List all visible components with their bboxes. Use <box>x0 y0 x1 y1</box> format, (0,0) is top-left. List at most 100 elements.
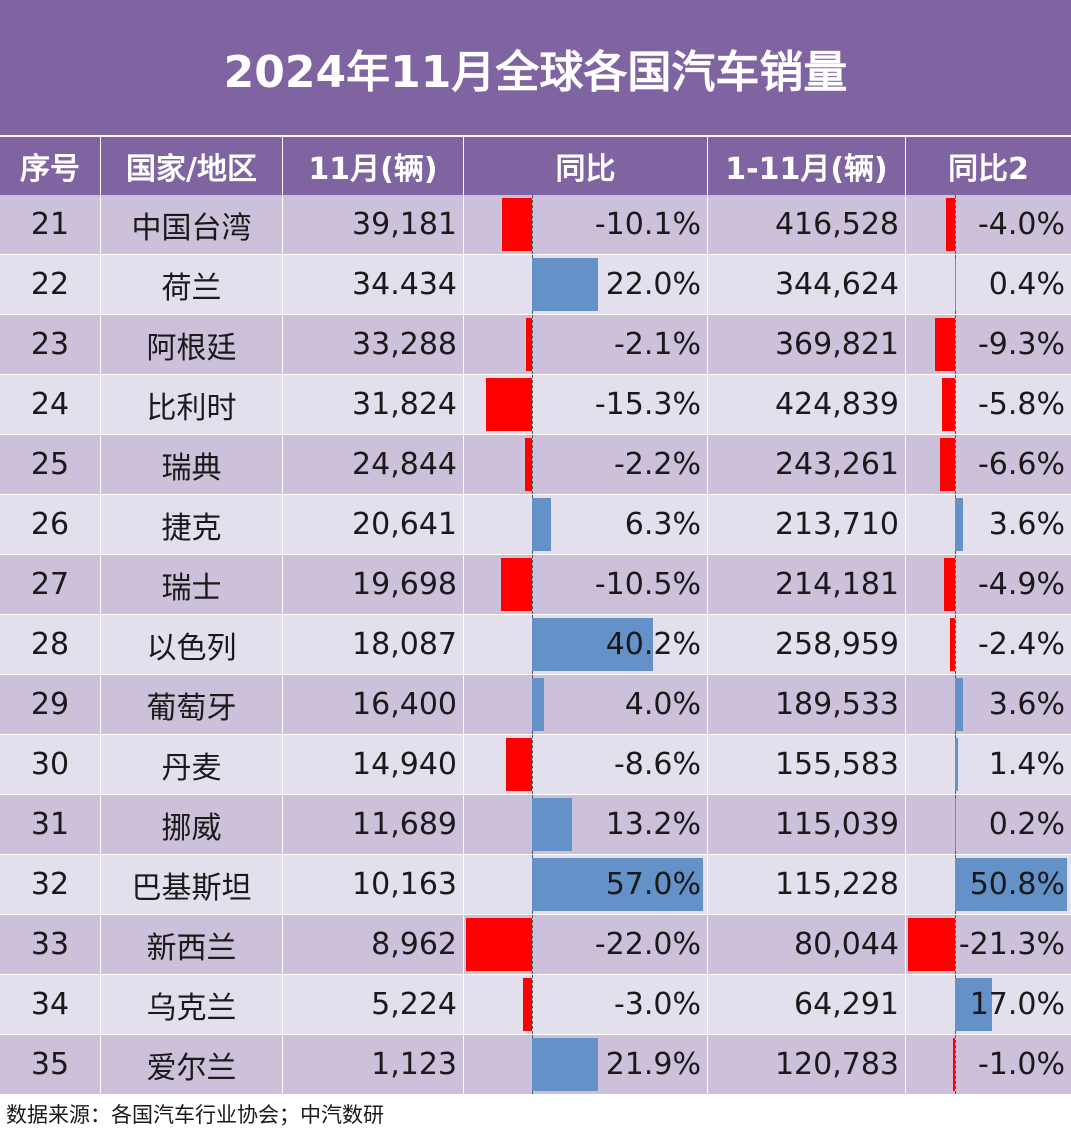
negative-growth-bar <box>949 618 955 671</box>
zero-axis-line <box>955 315 956 374</box>
yoy-change-label: 13.2% <box>605 807 701 842</box>
table-row: 35 爱尔兰 1,123 21.9% 120,783 -1.0% <box>0 1035 1071 1095</box>
zero-axis-line <box>532 975 533 1034</box>
yoy-change: 6.3% <box>464 495 708 554</box>
ytd-yoy-change: 3.6% <box>906 675 1071 734</box>
ytd-sales: 344,624 <box>708 255 906 314</box>
positive-growth-bar <box>532 798 572 851</box>
negative-growth-bar <box>466 918 532 971</box>
negative-growth-bar <box>486 378 532 431</box>
header-num: 序号 <box>0 137 101 195</box>
row-number: 22 <box>0 255 101 314</box>
negative-growth-bar <box>942 378 955 431</box>
country-name: 乌克兰 <box>101 975 283 1034</box>
country-name: 阿根廷 <box>101 315 283 374</box>
yoy-change: 13.2% <box>464 795 708 854</box>
zero-axis-line <box>532 315 533 374</box>
yoy-change: 21.9% <box>464 1035 708 1094</box>
ytd-yoy-change-label: -2.4% <box>977 627 1065 662</box>
positive-growth-bar <box>532 258 598 311</box>
country-name: 瑞士 <box>101 555 283 614</box>
november-sales: 19,698 <box>283 555 464 614</box>
zero-axis-line <box>955 1035 956 1094</box>
yoy-change-label: 22.0% <box>605 267 701 302</box>
positive-growth-bar <box>532 498 551 551</box>
november-sales: 20,641 <box>283 495 464 554</box>
ytd-sales: 243,261 <box>708 435 906 494</box>
source-note: 数据来源：各国汽车行业协会；中汽数研 <box>6 1103 384 1127</box>
zero-axis-line <box>532 435 533 494</box>
zero-axis-line <box>955 915 956 974</box>
row-number: 25 <box>0 435 101 494</box>
positive-growth-bar <box>955 858 1067 911</box>
ytd-sales: 155,583 <box>708 735 906 794</box>
country-name: 葡萄牙 <box>101 675 283 734</box>
ytd-yoy-change: 1.4% <box>906 735 1071 794</box>
november-sales: 34.434 <box>283 255 464 314</box>
yoy-change-label: -2.2% <box>613 447 701 482</box>
negative-growth-bar <box>525 318 532 371</box>
zero-axis-line <box>532 915 533 974</box>
ytd-yoy-change-label: -21.3% <box>958 927 1065 962</box>
negative-growth-bar <box>946 198 955 251</box>
ytd-yoy-change-label: -4.0% <box>977 207 1065 242</box>
row-number: 24 <box>0 375 101 434</box>
country-name: 挪威 <box>101 795 283 854</box>
ytd-yoy-change-label: 1.4% <box>988 747 1065 782</box>
november-sales: 1,123 <box>283 1035 464 1094</box>
table-header: 序号 国家/地区 11月(辆) 同比 1-11月(辆) 同比2 <box>0 137 1071 195</box>
yoy-change-label: 57.0% <box>605 867 701 902</box>
negative-growth-bar <box>908 918 955 971</box>
yoy-change: -3.0% <box>464 975 708 1034</box>
zero-axis-line <box>532 375 533 434</box>
table-row: 32 巴基斯坦 10,163 57.0% 115,228 50.8% <box>0 855 1071 915</box>
zero-axis-line <box>955 555 956 614</box>
ytd-yoy-change-label: 0.2% <box>988 807 1065 842</box>
header-country: 国家/地区 <box>101 137 283 195</box>
ytd-yoy-change-label: -1.0% <box>977 1047 1065 1082</box>
page-title: 2024年11月全球各国汽车销量 <box>0 0 1071 137</box>
positive-growth-bar <box>532 1038 598 1091</box>
table-row: 29 葡萄牙 16,400 4.0% 189,533 3.6% <box>0 675 1071 735</box>
ytd-yoy-change: -2.4% <box>906 615 1071 674</box>
zero-axis-line <box>955 375 956 434</box>
positive-growth-bar <box>532 678 544 731</box>
table-row: 26 捷克 20,641 6.3% 213,710 3.6% <box>0 495 1071 555</box>
row-number: 32 <box>0 855 101 914</box>
yoy-change: -2.2% <box>464 435 708 494</box>
ytd-sales: 115,228 <box>708 855 906 914</box>
country-name: 荷兰 <box>101 255 283 314</box>
yoy-change-label: -8.6% <box>613 747 701 782</box>
negative-growth-bar <box>523 978 532 1031</box>
ytd-yoy-change-label: -9.3% <box>977 327 1065 362</box>
negative-growth-bar <box>934 318 955 371</box>
table-body: 21 中国台湾 39,181 -10.1% 416,528 -4.0% 22 荷兰 34.434… <box>0 195 1071 1095</box>
yoy-change: -22.0% <box>464 915 708 974</box>
country-name: 比利时 <box>101 375 283 434</box>
ytd-yoy-change-label: -4.9% <box>977 567 1065 602</box>
zero-axis-line <box>532 735 533 794</box>
yoy-change-label: -10.1% <box>594 207 701 242</box>
negative-growth-bar <box>952 1038 955 1091</box>
ytd-sales: 369,821 <box>708 315 906 374</box>
yoy-change-label: -3.0% <box>613 987 701 1022</box>
ytd-sales: 213,710 <box>708 495 906 554</box>
november-sales: 5,224 <box>283 975 464 1034</box>
yoy-change: -8.6% <box>464 735 708 794</box>
country-name: 中国台湾 <box>101 195 283 254</box>
ytd-sales: 115,039 <box>708 795 906 854</box>
ytd-yoy-change: -6.6% <box>906 435 1071 494</box>
yoy-change-label: -10.5% <box>594 567 701 602</box>
table-row: 21 中国台湾 39,181 -10.1% 416,528 -4.0% <box>0 195 1071 255</box>
table-row: 25 瑞典 24,844 -2.2% 243,261 -6.6% <box>0 435 1071 495</box>
ytd-sales: 64,291 <box>708 975 906 1034</box>
row-number: 28 <box>0 615 101 674</box>
ytd-yoy-change: 0.2% <box>906 795 1071 854</box>
ytd-sales: 416,528 <box>708 195 906 254</box>
header-nov: 11月(辆) <box>283 137 464 195</box>
row-number: 30 <box>0 735 101 794</box>
positive-growth-bar <box>532 858 703 911</box>
yoy-change: 22.0% <box>464 255 708 314</box>
ytd-yoy-change-label: -6.6% <box>977 447 1065 482</box>
row-number: 27 <box>0 555 101 614</box>
